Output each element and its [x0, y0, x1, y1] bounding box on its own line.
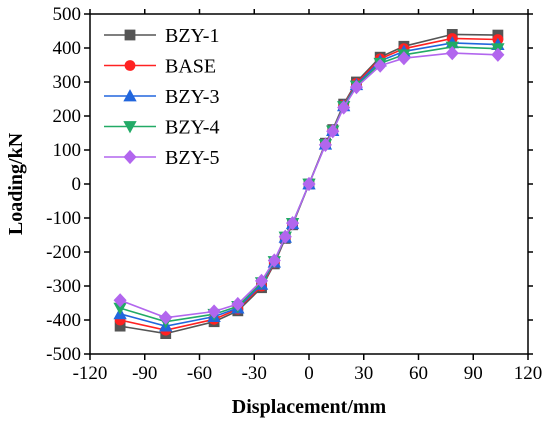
legend-marker — [123, 149, 137, 165]
x-tick-label: -120 — [73, 363, 108, 384]
legend-label: BZY-4 — [165, 117, 219, 139]
x-tick-label: -30 — [242, 363, 267, 384]
legend-item: BASE — [104, 56, 216, 78]
legend-label: BASE — [165, 56, 216, 78]
axis-ticks: -120 -90 -60 -30 0 30 60 90 120-500-400-300-200-… — [46, 4, 542, 384]
legend-marker — [124, 29, 136, 41]
x-tick-label: 30 — [354, 363, 373, 384]
data-point — [267, 253, 281, 268]
legend-label: BZY-5 — [165, 147, 219, 169]
legend-marker — [123, 121, 137, 134]
y-tick-label: -200 — [46, 242, 81, 263]
data-point — [491, 47, 505, 62]
legend-item: BZY-4 — [104, 117, 219, 139]
data-point — [278, 229, 292, 244]
data-point — [337, 100, 351, 115]
series-bzy-5 — [113, 46, 505, 325]
x-tick-label: 0 — [304, 363, 314, 384]
data-point — [373, 58, 387, 73]
legend-item: BZY-3 — [104, 86, 219, 108]
legend-marker — [124, 60, 136, 71]
data-point — [349, 80, 363, 95]
x-tick-label: -60 — [187, 363, 212, 384]
y-tick-label: 200 — [53, 106, 82, 127]
legend: BZY-1 BASE BZY-3 BZY-4 BZY-5 — [104, 25, 219, 169]
x-tick-label: -90 — [132, 363, 157, 384]
y-tick-label: 0 — [72, 174, 82, 195]
data-point — [445, 46, 459, 61]
data-point — [302, 176, 316, 192]
data-point — [397, 51, 411, 66]
y-tick-label: 300 — [53, 72, 82, 93]
y-tick-label: 400 — [53, 38, 82, 59]
series-layer — [113, 28, 505, 340]
y-tick-label: -300 — [46, 276, 81, 297]
x-tick-label: 120 — [514, 363, 543, 384]
data-point — [255, 273, 269, 288]
legend-marker — [123, 89, 137, 102]
x-axis-title: Displacement/mm — [232, 396, 387, 418]
data-point — [318, 137, 332, 152]
y-axis-title: Loading/kN — [5, 132, 27, 235]
y-tick-label: -500 — [46, 344, 81, 365]
data-point — [207, 304, 221, 319]
y-tick-label: 100 — [53, 140, 82, 161]
data-point — [113, 293, 127, 308]
legend-item: BZY-1 — [104, 25, 219, 47]
y-tick-label: -100 — [46, 208, 81, 229]
y-tick-label: -400 — [46, 310, 81, 331]
x-tick-label: 60 — [409, 363, 428, 384]
legend-item: BZY-5 — [104, 147, 219, 169]
legend-label: BZY-3 — [165, 86, 219, 108]
x-tick-label: 90 — [464, 363, 483, 384]
legend-label: BZY-1 — [165, 25, 219, 47]
data-point — [286, 216, 300, 231]
data-point — [231, 296, 245, 312]
data-point — [326, 124, 340, 139]
data-point — [159, 310, 173, 325]
y-tick-label: 500 — [53, 4, 82, 25]
